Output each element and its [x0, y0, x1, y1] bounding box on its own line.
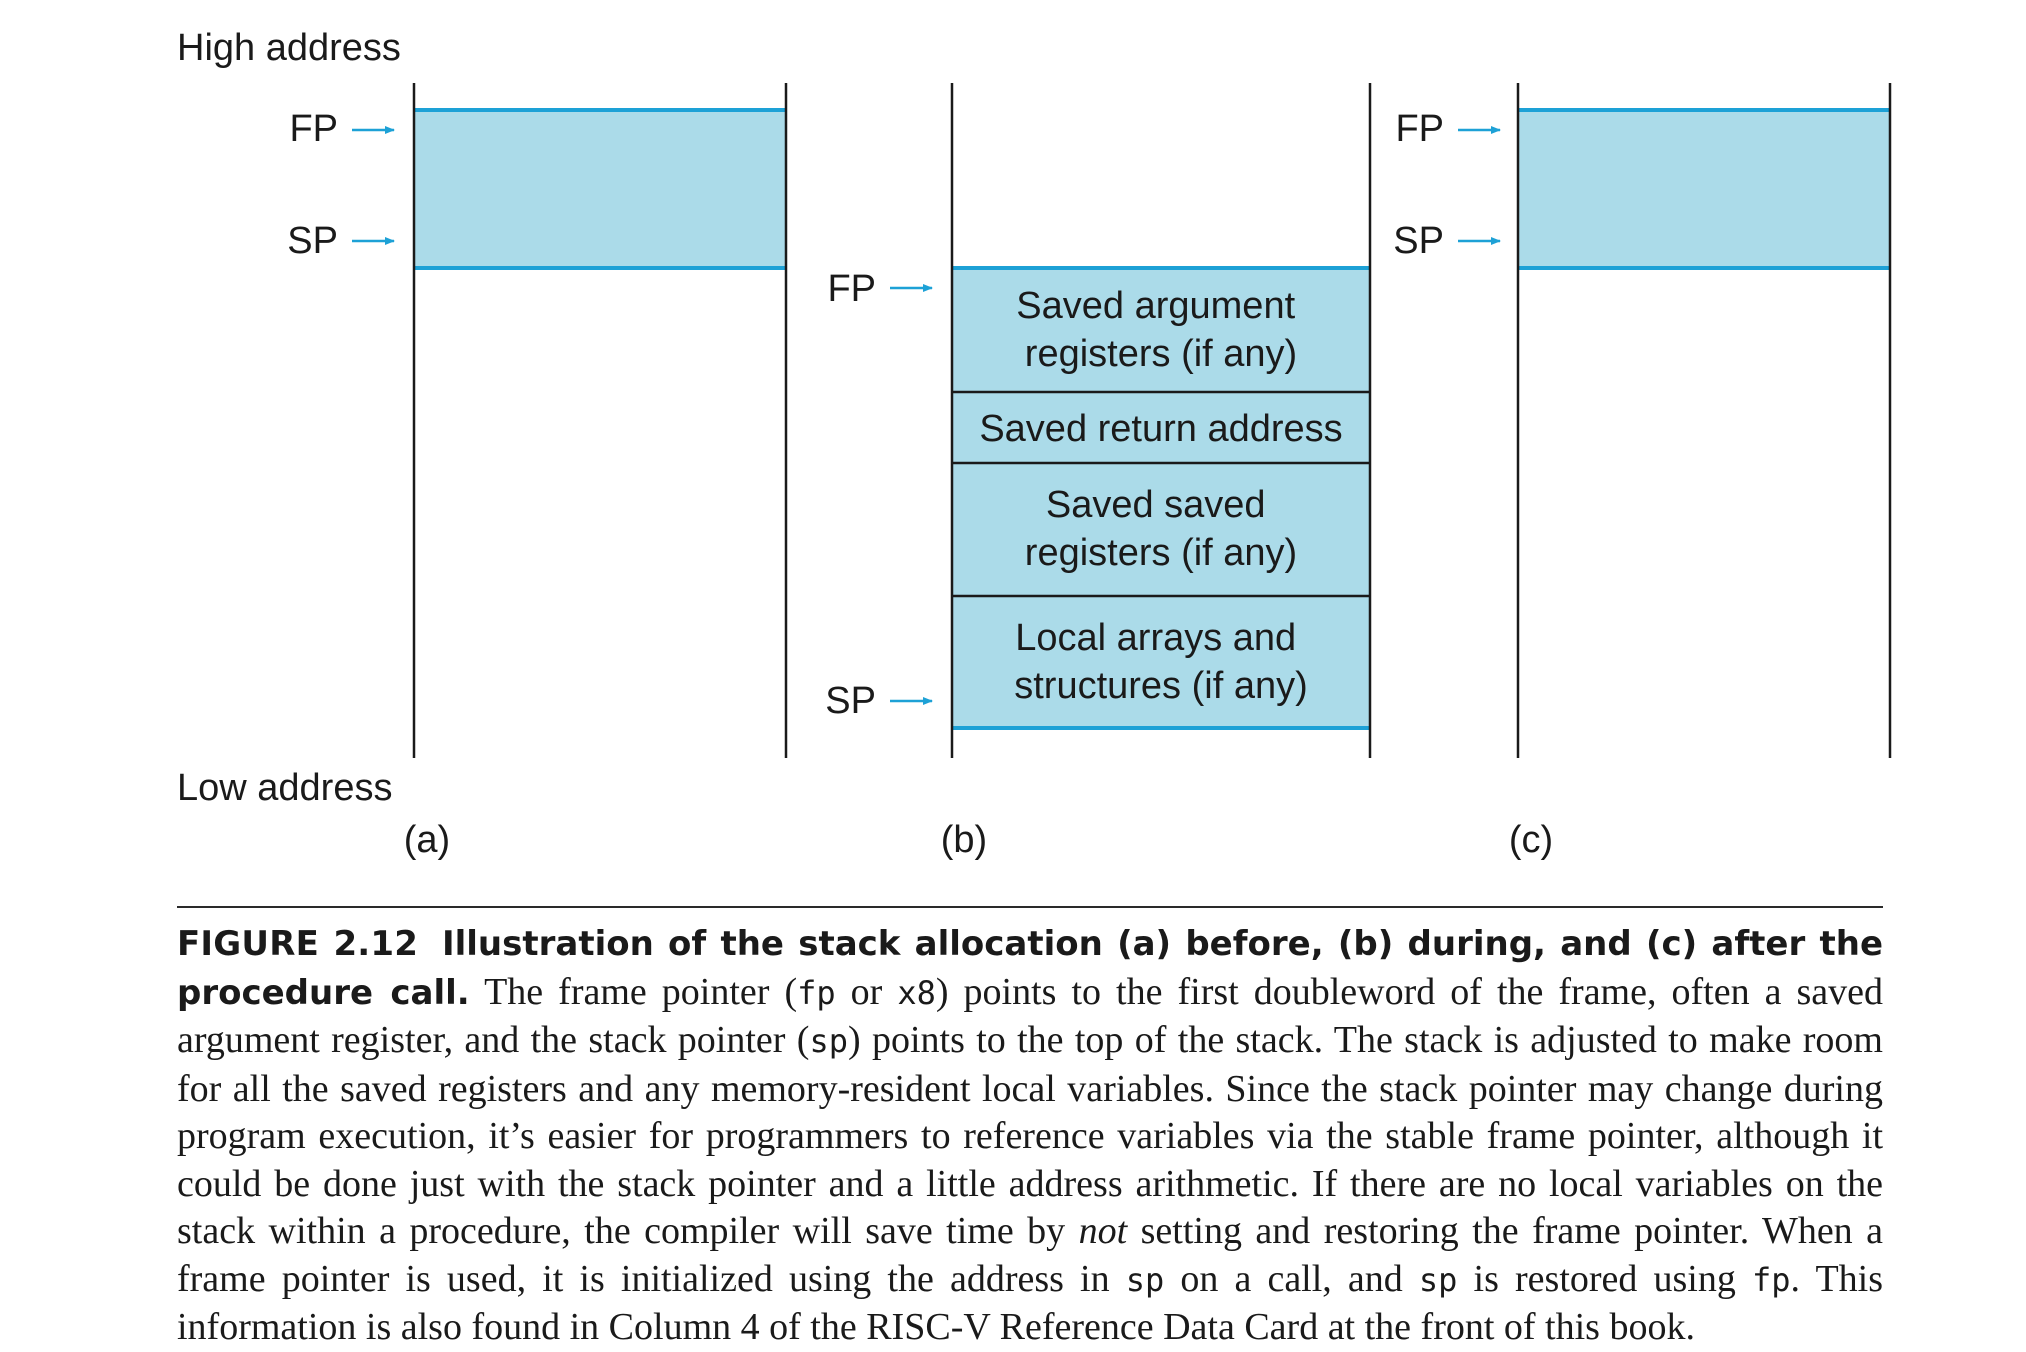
caption-text: is restored using [1457, 1257, 1752, 1300]
block-text-line: registers (if any) [1025, 532, 1297, 574]
panel-c: FP SP (c) [1393, 83, 1892, 861]
sp-pointer-label: SP [287, 220, 338, 262]
block-text-line: Saved argument [1016, 285, 1295, 327]
figure-title: Illustration of the stack allocation (a)… [177, 924, 1883, 1013]
block-saved-saved-registers: Saved saved registers (if any) [1025, 484, 1297, 574]
fp-pointer-label: FP [289, 108, 338, 150]
emphasis-not: not [1078, 1210, 1128, 1252]
code-sp: sp [1125, 1260, 1165, 1299]
low-address-label: Low address [177, 767, 392, 809]
stack-frame-block [1518, 110, 1890, 268]
caption-text: or [835, 970, 898, 1013]
block-text-line: registers (if any) [1025, 333, 1297, 375]
panel-caption: (a) [404, 819, 450, 861]
fp-pointer-label: FP [827, 268, 876, 310]
sp-pointer-label: SP [825, 680, 876, 722]
caption-text: setting and restoring the frame pointer.… [177, 1210, 1884, 1300]
block-text-line: Saved saved [1046, 484, 1266, 526]
block-text-line: Saved return address [979, 408, 1342, 450]
figure-label: FIGURE 2.12 [177, 924, 419, 964]
high-address-label: High address [177, 27, 401, 69]
stack-frame-block [414, 110, 786, 268]
caption-text: ) points to the first doubleword of the … [177, 970, 1884, 1062]
sp-pointer-label: SP [1393, 220, 1444, 262]
panel-caption: (b) [941, 819, 987, 861]
block-saved-argument-registers: Saved argument registers (if any) [1016, 285, 1305, 375]
code-fp: fp [797, 973, 836, 1012]
code-x8: x8 [897, 973, 936, 1012]
panel-a: FP SP (a) [287, 83, 788, 861]
figure-caption: FIGURE 2.12 Illustration of the stack al… [177, 920, 1883, 1352]
caption-text: The frame pointer ( [469, 970, 798, 1013]
block-saved-return-address: Saved return address [979, 408, 1342, 450]
code-sp: sp [809, 1022, 848, 1060]
block-text-line: structures (if any) [1014, 665, 1308, 707]
panel-caption: (c) [1509, 819, 1553, 861]
code-fp: fp [1751, 1260, 1791, 1299]
block-text-line: Local arrays and [1015, 617, 1296, 659]
block-local-arrays-structures: Local arrays and structures (if any) [1014, 617, 1308, 707]
caption-text: on a call, and [1164, 1257, 1419, 1300]
stack-frame-block [952, 268, 1370, 728]
code-sp: sp [1418, 1260, 1458, 1299]
stack-allocation-diagram: High address Low address FP SP (a) Saved… [177, 27, 1892, 861]
caption-divider [177, 906, 1883, 908]
caption-text: . This information is also found in Colu… [177, 1257, 1884, 1349]
caption-text: ) points to the top of the stack. The st… [177, 1019, 1883, 1252]
fp-pointer-label: FP [1395, 108, 1444, 150]
panel-b: Saved argument registers (if any) Saved … [825, 83, 1372, 861]
